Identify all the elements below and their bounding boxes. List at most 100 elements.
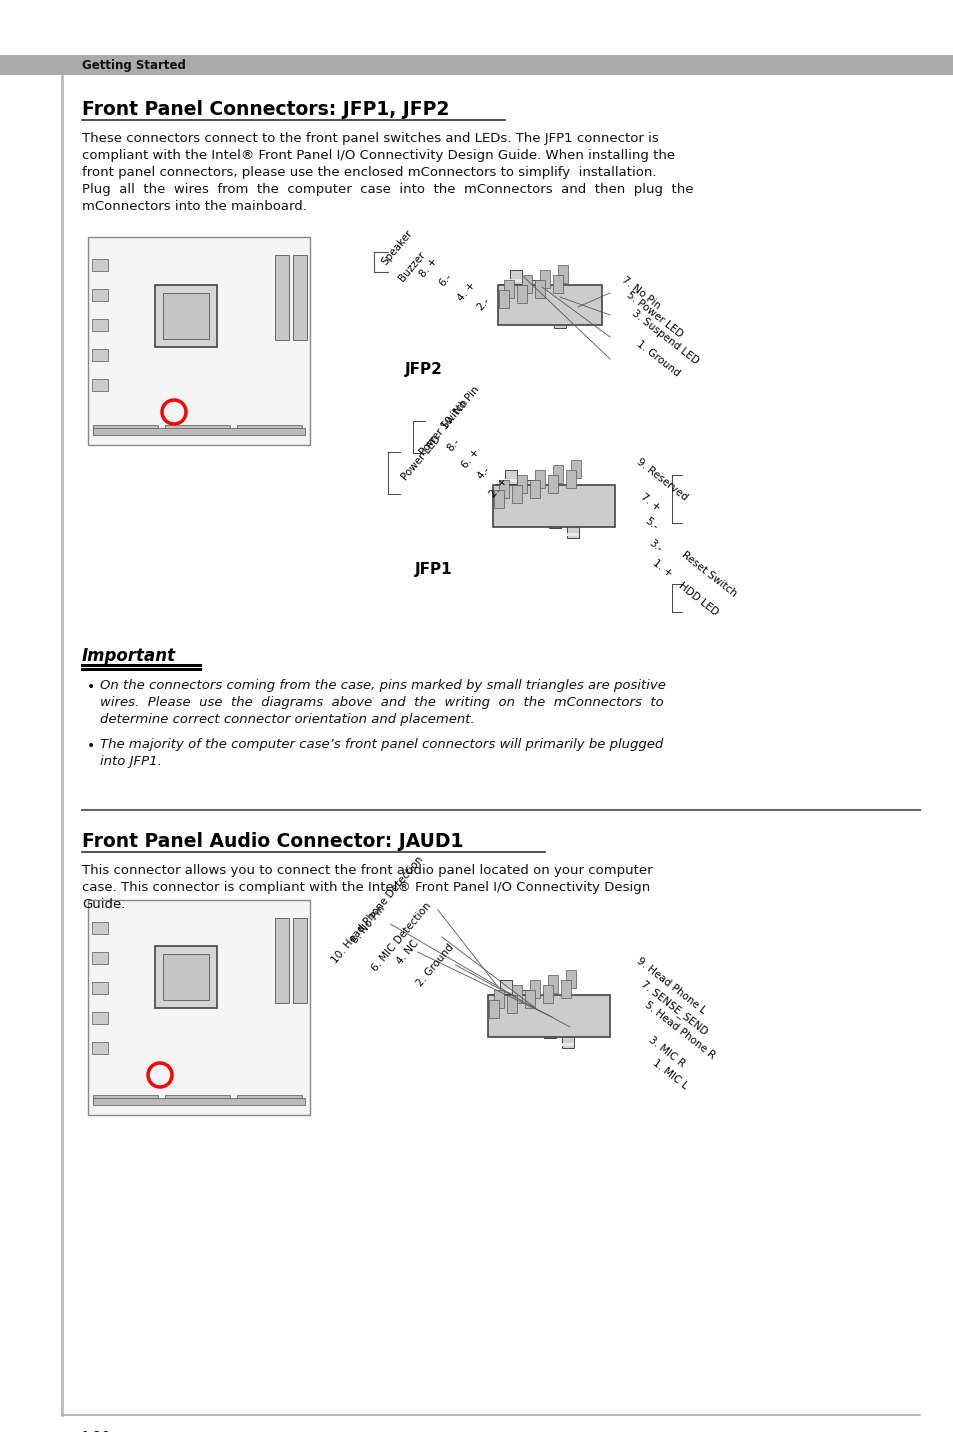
Bar [510, 271, 521, 284]
Bar [517, 1000, 530, 1002]
Bar [572, 1020, 583, 1034]
Text: determine correct connector orientation and placement.: determine correct connector orientation … [100, 713, 475, 726]
Text: 7. +: 7. + [639, 491, 661, 513]
Bar [540, 490, 553, 504]
Bar [517, 294, 530, 308]
Bar [535, 281, 544, 298]
Bar [507, 1012, 519, 1015]
Bar [163, 954, 209, 1001]
Text: Buzzer: Buzzer [396, 249, 427, 282]
Text: 3. MIC R: 3. MIC R [646, 1035, 686, 1070]
Bar [572, 1030, 583, 1032]
Bar [274, 255, 289, 339]
Bar [91, 1012, 108, 1024]
Text: 5.-: 5.- [642, 516, 659, 533]
Bar [513, 494, 524, 508]
Text: case. This connector is compliant with the Intel® Front Panel I/O Connectivity D: case. This connector is compliant with t… [82, 881, 650, 894]
Bar [517, 304, 530, 306]
Text: 4. +: 4. + [456, 281, 477, 304]
Bar [154, 947, 216, 1008]
Bar [577, 510, 588, 524]
Bar [293, 918, 307, 1002]
Bar [517, 285, 526, 304]
Bar [530, 979, 539, 998]
Text: Important: Important [82, 647, 176, 664]
Text: 2. Ground: 2. Ground [415, 942, 456, 988]
Bar [499, 990, 512, 992]
Text: 9. Head Phone L: 9. Head Phone L [635, 957, 707, 1017]
Text: The majority of the computer case’s front panel connectors will primarily be plu: The majority of the computer case’s fron… [100, 737, 662, 750]
Bar [497, 285, 601, 325]
Bar [91, 319, 108, 331]
Bar [504, 470, 517, 484]
Bar [163, 294, 209, 339]
Bar [517, 990, 530, 1004]
Bar [565, 470, 576, 488]
Text: •: • [87, 680, 95, 695]
Bar [527, 289, 539, 292]
Bar [558, 265, 567, 284]
Text: wires.  Please  use  the  diagrams  above  and  the  writing  on  the  mConnecto: wires. Please use the diagrams above and… [100, 696, 663, 709]
Text: mConnectors into the mainboard.: mConnectors into the mainboard. [82, 200, 307, 213]
Text: 6.-: 6.- [436, 272, 453, 288]
Bar [563, 299, 576, 314]
Bar [88, 238, 310, 445]
Bar [506, 995, 517, 1012]
Text: Guide.: Guide. [82, 898, 125, 911]
Bar [565, 969, 576, 988]
Text: JFP2: JFP2 [405, 362, 442, 377]
Bar [498, 291, 509, 308]
Bar [542, 985, 553, 1002]
Text: 1-26: 1-26 [82, 1431, 110, 1432]
Bar [577, 518, 588, 523]
Text: 6. MIC Detection: 6. MIC Detection [370, 901, 433, 974]
Bar [558, 500, 571, 514]
Bar [522, 488, 535, 493]
Text: Getting Started: Getting Started [82, 60, 186, 73]
Text: into JFP1.: into JFP1. [100, 755, 162, 768]
Text: 2. +: 2. + [488, 477, 509, 500]
Bar [91, 349, 108, 361]
Bar [531, 504, 542, 518]
Bar [554, 1010, 565, 1024]
Text: On the connectors coming from the case, pins marked by small triangles are posit: On the connectors coming from the case, … [100, 679, 665, 692]
Bar [0, 54, 953, 74]
Bar [494, 990, 503, 1008]
Text: These connectors connect to the front panel switches and LEDs. The JFP1 connecto: These connectors connect to the front pa… [82, 132, 659, 145]
Bar [91, 1042, 108, 1054]
Bar [554, 1020, 565, 1022]
Bar [495, 484, 506, 498]
Bar [91, 952, 108, 964]
Text: 8. +: 8. + [417, 256, 439, 279]
Bar [558, 508, 571, 513]
Bar [498, 480, 509, 498]
Bar [495, 493, 506, 495]
Text: Reset Switch: Reset Switch [679, 550, 738, 599]
Bar [571, 460, 580, 478]
Bar [548, 523, 560, 526]
Text: 8.-: 8.- [444, 437, 461, 454]
Bar [536, 1010, 547, 1012]
Bar [488, 995, 609, 1037]
Bar [531, 513, 542, 516]
Bar [521, 275, 532, 294]
Bar [554, 324, 565, 326]
Bar [563, 309, 576, 312]
Text: 4.-: 4.- [475, 464, 491, 481]
Text: 2.-: 2.- [475, 295, 491, 312]
Text: Front Panel Audio Connector: JAUD1: Front Panel Audio Connector: JAUD1 [82, 832, 463, 851]
Bar [566, 533, 578, 536]
Text: 6. +: 6. + [459, 447, 481, 471]
Bar [165, 1095, 230, 1103]
Text: This connector allows you to connect the front audio panel located on your compu: This connector allows you to connect the… [82, 863, 652, 876]
Bar [92, 428, 305, 435]
Bar [92, 1098, 305, 1106]
Bar [91, 289, 108, 301]
Bar [540, 498, 553, 503]
Bar [499, 979, 512, 994]
Text: JFP1: JFP1 [415, 561, 452, 577]
Bar [490, 994, 501, 1008]
Bar [91, 982, 108, 994]
Bar [536, 1000, 547, 1014]
Bar [539, 271, 550, 288]
